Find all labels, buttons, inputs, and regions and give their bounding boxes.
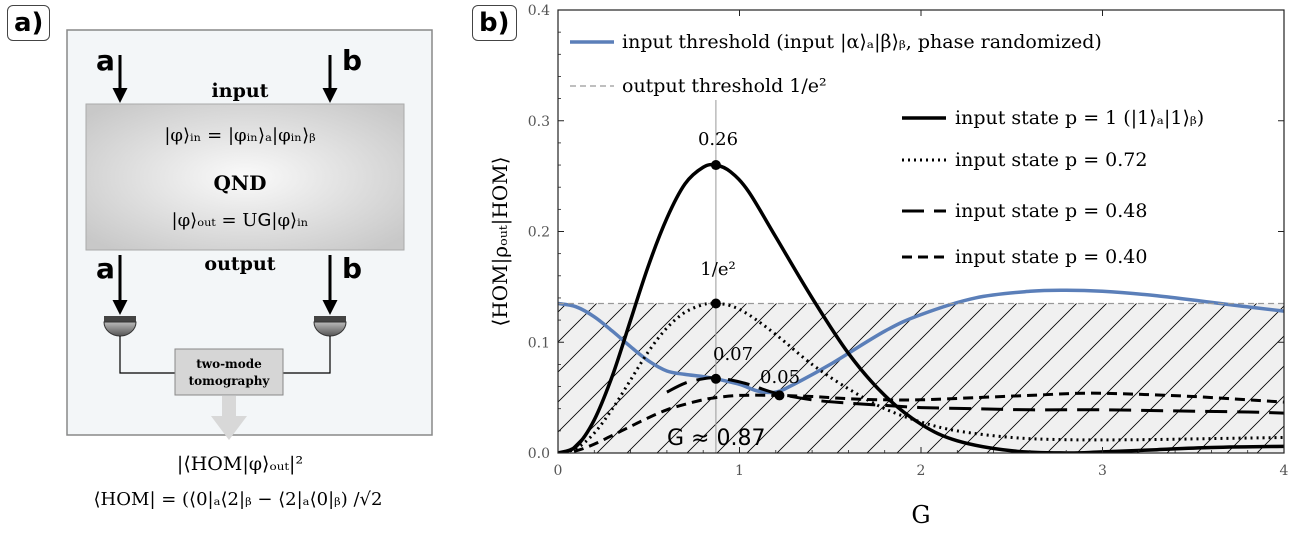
below-threshold-hatch <box>558 303 1284 453</box>
data-point-2 <box>710 373 721 384</box>
wire-a <box>119 336 175 374</box>
wire-b <box>283 336 331 374</box>
mode-a-input-label: a <box>96 44 115 77</box>
y-tick-label-4: 0.4 <box>528 3 550 19</box>
y-tick-label-0: 0.0 <box>528 446 550 462</box>
tomography-label-line2: tomography <box>189 374 271 388</box>
annotation-1-over-e2: 1/e² <box>700 259 735 280</box>
annotation-G-value: 𝖦 ≈ 0.87 <box>667 426 765 451</box>
data-point-3 <box>774 390 785 401</box>
panel-a-diagram: a b input |φ⟩ᵢₙ = |φᵢₙ⟩ₐ|φᵢₙ⟩ᵦ QND |φ⟩ₒᵤ… <box>66 29 433 510</box>
y-tick-label-2: 0.2 <box>528 225 550 241</box>
annotation-peak-026: 0.26 <box>698 129 738 150</box>
output-label: output <box>204 253 275 275</box>
tomography-output-arrow-icon <box>211 396 247 440</box>
mode-a-output-label: a <box>96 252 115 285</box>
state-out-formula: |φ⟩ₒᵤₜ = U𝖦|φ⟩ᵢₙ <box>172 210 309 231</box>
legend-label-5: input state p = 0.40 <box>955 246 1148 268</box>
legend-label-4: input state p = 0.48 <box>955 200 1148 222</box>
tomography-label-line1: two-mode <box>196 357 262 371</box>
x-axis-label: G <box>911 501 930 529</box>
panel-b-label: b) <box>472 5 517 41</box>
x-tick-label-3: 3 <box>1098 463 1107 479</box>
hom-state-definition: ⟨HOM| = (⟨0|ₐ⟨2|ᵦ − ⟨2|ₐ⟨0|ᵦ) /√2 <box>94 489 383 510</box>
series-line-2 <box>558 162 1284 453</box>
data-point-1 <box>710 298 721 309</box>
x-tick-label-0: 0 <box>554 463 563 479</box>
tomography-box <box>174 348 284 396</box>
x-tick-label-4: 4 <box>1280 463 1289 479</box>
mode-b-input-label: b <box>342 44 362 77</box>
input-label: input <box>212 80 269 102</box>
annotation-005: 0.05 <box>760 367 800 388</box>
series-line-0 <box>558 288 1284 395</box>
annotation-007: 0.07 <box>713 344 753 365</box>
y-tick-label-1: 0.1 <box>528 335 550 351</box>
y-axis-label: ⟨HOM|ρₒᵤₜ|HOM⟩ <box>488 156 513 326</box>
qnd-box <box>85 103 405 251</box>
detector-a-icon <box>103 316 137 337</box>
x-tick-label-1: 1 <box>735 463 744 479</box>
qnd-label: QND <box>213 171 266 195</box>
state-in-formula: |φ⟩ᵢₙ = |φᵢₙ⟩ₐ|φᵢₙ⟩ᵦ <box>164 125 315 146</box>
data-point-0 <box>710 160 721 171</box>
panel-a-label: a) <box>7 5 51 41</box>
legend-label-1: output threshold 1/e² <box>622 75 827 97</box>
legend-label-0: input threshold (input |α⟩ₐ|β⟩ᵦ, phase r… <box>622 31 1102 53</box>
x-tick-label-2: 2 <box>917 463 926 479</box>
y-tick-label-3: 0.3 <box>528 114 550 130</box>
hom-overlap-formula: |⟨HOM|φ⟩ₒᵤₜ|² <box>177 453 303 475</box>
detector-b-icon <box>313 316 347 337</box>
series-line-3 <box>558 301 1284 453</box>
legend-label-2: input state p = 1 (|1⟩ₐ|1⟩ᵦ) <box>955 107 1204 129</box>
legend-label-3: input state p = 0.72 <box>955 149 1148 171</box>
mode-b-output-label: b <box>342 252 362 285</box>
